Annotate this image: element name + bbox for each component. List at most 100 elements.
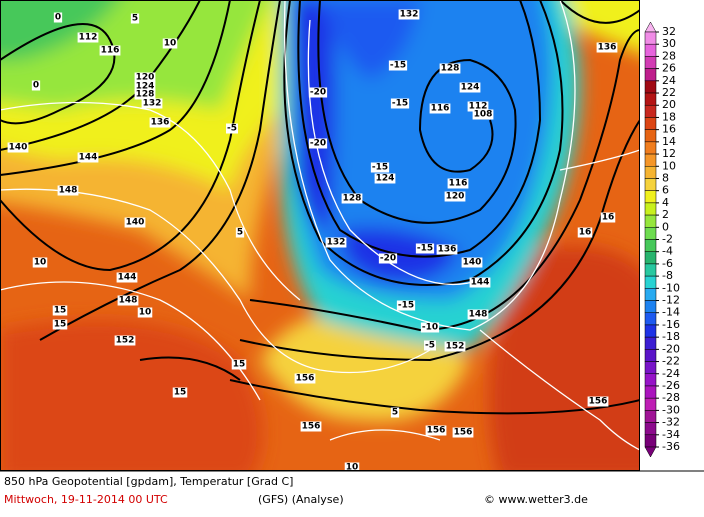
colorbar-label: -36 <box>662 440 680 453</box>
contour-label-bg <box>341 193 363 204</box>
colorbar-label: -16 <box>662 318 680 331</box>
contour-label-bg <box>374 173 396 184</box>
contour-label-bg <box>398 9 420 20</box>
colorbar-swatch <box>644 397 657 411</box>
colorbar-label: -10 <box>662 281 680 294</box>
colorbar-label: 16 <box>662 123 676 136</box>
contour-label-bg <box>587 396 609 407</box>
contour-label: 140 <box>463 258 482 268</box>
colorbar-label: -22 <box>662 355 680 368</box>
contour-label-bg <box>134 89 156 100</box>
contour-label: 10 <box>139 308 152 318</box>
contour-label: 136 <box>598 43 617 53</box>
contour-label-bg <box>235 227 245 238</box>
colorbar-label: -24 <box>662 367 680 380</box>
contour-label: 144 <box>79 153 98 163</box>
contour-label: 144 <box>118 273 137 283</box>
contour-label: 140 <box>126 218 145 228</box>
contour-label: 112 <box>469 102 488 112</box>
contour-label: 124 <box>376 174 395 184</box>
footer-title: 850 hPa Geopotential [gpdam], Temperatur… <box>4 475 293 488</box>
contour-label: 0 <box>55 13 61 23</box>
contour-label: 15 <box>233 360 246 370</box>
colorbar-swatch <box>644 214 657 228</box>
contour-label-bg <box>162 38 178 49</box>
contour-label: 0 <box>33 81 39 91</box>
contour-label-bg <box>32 257 48 268</box>
contour-label-bg <box>425 425 447 436</box>
contour-label-bg <box>231 359 247 370</box>
colorbar-swatch <box>644 117 657 130</box>
geopotential-contours <box>0 0 640 415</box>
colorbar-swatch <box>644 68 657 82</box>
contour-label-bg <box>117 295 139 306</box>
contour-label-bg <box>149 117 171 128</box>
colorbar-swatch <box>644 324 657 338</box>
contour-label: 120 <box>446 192 465 202</box>
contour-label: 152 <box>446 342 465 352</box>
contour-label: 148 <box>469 310 488 320</box>
contour-label: 156 <box>302 422 321 432</box>
contour-label-bg <box>134 81 156 92</box>
contour-label-bg <box>141 98 163 109</box>
contour-label-bg <box>137 307 153 318</box>
colorbar-label: -30 <box>662 403 680 416</box>
colorbar-label: 22 <box>662 86 676 99</box>
colorbar-swatch <box>644 153 657 167</box>
contour-label: 128 <box>343 194 362 204</box>
colorbar-label: -18 <box>662 330 680 343</box>
contour-label-bg <box>420 322 440 333</box>
contour-label: 140 <box>9 143 28 153</box>
contour-label: -15 <box>398 301 414 311</box>
colorbar-label: 14 <box>662 135 676 148</box>
contour-label: -5 <box>227 124 237 134</box>
colorbar-swatch <box>644 361 657 375</box>
contour-label-bg <box>577 227 593 238</box>
colorbar-top-cap <box>644 21 657 33</box>
contour-label-bg <box>308 87 328 98</box>
contour-label-bg <box>444 341 466 352</box>
contour-label-bg <box>439 63 461 74</box>
footer-model: (GFS) (Analyse) <box>258 493 344 506</box>
colorbar-swatch <box>644 288 657 301</box>
footer-date: Mittwoch, 19-11-2014 00 UTC <box>4 493 168 506</box>
colorbar-swatch <box>644 434 657 448</box>
contour-label: 116 <box>449 179 468 189</box>
contour-label: 156 <box>454 428 473 438</box>
contour-label: 136 <box>151 118 170 128</box>
contour-label-bg <box>308 138 328 149</box>
colorbar-label: 0 <box>662 220 669 233</box>
contour-label-bg <box>325 237 347 248</box>
colorbar-label: 30 <box>662 37 676 50</box>
contour-label-bg <box>370 162 390 173</box>
contour-label-bg <box>396 300 416 311</box>
contour-label-bg <box>600 212 616 223</box>
colorbar-swatch <box>644 385 657 399</box>
contour-label: 124 <box>461 83 480 93</box>
contour-label: 128 <box>136 90 155 100</box>
contour-label-bg <box>116 272 138 283</box>
colorbar-swatch <box>644 239 657 252</box>
contour-label: 156 <box>589 397 608 407</box>
contour-label-bg <box>452 427 474 438</box>
colorbar-swatch <box>644 166 657 179</box>
colorbar-label: -34 <box>662 428 680 441</box>
colorbar-label: 12 <box>662 147 676 160</box>
contour-label-bg <box>31 80 41 91</box>
contour-label: -20 <box>310 139 326 149</box>
contour-label: 156 <box>296 374 315 384</box>
colorbar-label: 26 <box>662 62 676 75</box>
contour-label: 124 <box>136 82 155 92</box>
colorbar-swatch <box>644 190 657 204</box>
contour-label-bg <box>77 152 99 163</box>
contour-label-bg <box>124 217 146 228</box>
contour-label: 15 <box>174 388 187 398</box>
contour-label-bg <box>57 185 79 196</box>
contour-label-bg <box>52 319 68 330</box>
colorbar-label: -12 <box>662 294 680 307</box>
contour-label-bg <box>114 335 136 346</box>
contour-label: -5 <box>425 341 435 351</box>
contour-label-bg <box>53 12 63 23</box>
contour-label-bg <box>415 243 435 254</box>
contour-label: -15 <box>392 99 408 109</box>
